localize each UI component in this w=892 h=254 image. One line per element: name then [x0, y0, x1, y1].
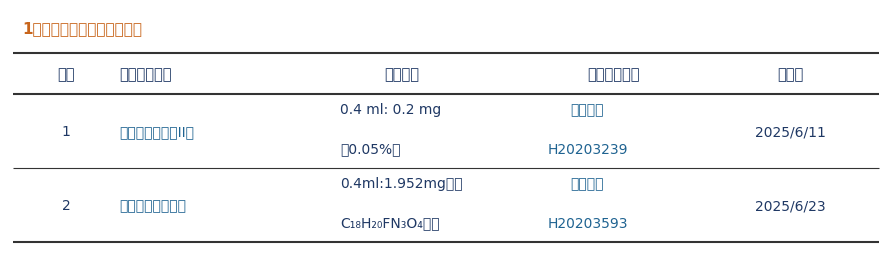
Text: 有效期: 有效期	[778, 67, 804, 82]
Text: 主要规格: 主要规格	[384, 67, 419, 82]
Text: 国药准字: 国药准字	[571, 177, 604, 190]
Text: 左氧氟沙星滴眼液: 左氧氟沙星滴眼液	[119, 199, 186, 213]
Text: 药品通用名称: 药品通用名称	[119, 67, 171, 82]
Text: 国药准字: 国药准字	[571, 103, 604, 117]
Text: 序号: 序号	[57, 67, 75, 82]
Text: H20203239: H20203239	[547, 142, 628, 156]
Text: 0.4ml:1.952mg（以: 0.4ml:1.952mg（以	[340, 177, 463, 190]
Text: （0.05%）: （0.05%）	[340, 142, 401, 156]
Text: 2025/6/23: 2025/6/23	[756, 199, 826, 213]
Text: 环孢素滴眼液（II）: 环孢素滴眼液（II）	[119, 125, 194, 139]
Text: 1: 1	[62, 125, 70, 139]
Text: 药品批准文号: 药品批准文号	[588, 67, 640, 82]
Text: 2025/6/11: 2025/6/11	[756, 125, 826, 139]
Text: 0.4 ml: 0.2 mg: 0.4 ml: 0.2 mg	[340, 103, 442, 117]
Text: 2: 2	[62, 199, 70, 213]
Text: C₁₈H₂₀FN₃O₄计）: C₁₈H₂₀FN₃O₄计）	[340, 216, 440, 230]
Text: H20203593: H20203593	[547, 216, 628, 230]
Text: 1、新获得的药品注册批件：: 1、新获得的药品注册批件：	[21, 21, 142, 36]
